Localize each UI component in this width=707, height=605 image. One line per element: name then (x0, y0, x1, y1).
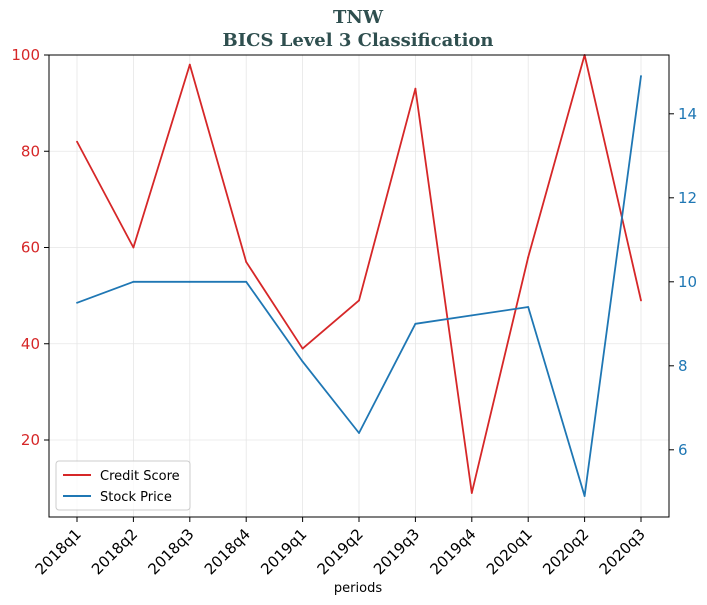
left-y-axis: 20 40 60 80 100 (11, 46, 49, 449)
x-tick-label: 2019q3 (370, 525, 423, 578)
right-tick-label: 8 (678, 357, 688, 375)
data-point-credit-score (76, 140, 78, 143)
data-point-stock-price (132, 280, 135, 283)
grid-lines (49, 54, 669, 517)
left-tick-label: 100 (11, 46, 40, 64)
right-tick-label: 10 (678, 273, 697, 291)
left-tick-label: 20 (21, 431, 40, 449)
x-tick-label: 2018q2 (88, 525, 141, 578)
data-point-credit-score (301, 347, 304, 350)
data-point-stock-price (527, 306, 530, 308)
data-point-credit-score (414, 87, 417, 90)
x-tick-label: 2020q1 (483, 525, 536, 578)
data-point-stock-price (245, 280, 248, 283)
data-point-stock-price (76, 301, 78, 304)
x-tick-label: 2020q3 (596, 525, 649, 578)
x-tick-label: 2019q1 (257, 525, 310, 578)
legend: Credit Score Stock Price (55, 460, 191, 511)
x-tick-label: 2019q4 (426, 525, 479, 578)
right-tick-label: 12 (678, 189, 697, 207)
data-point-stock-price (358, 432, 360, 434)
data-point-stock-price (583, 495, 586, 497)
right-tick-label: 14 (678, 105, 697, 123)
right-y-axis: 6 8 10 12 14 (669, 105, 697, 459)
legend-label-stock-price: Stock Price (100, 490, 172, 505)
data-point-stock-price (301, 360, 304, 363)
data-point-credit-score (358, 299, 360, 302)
data-point-stock-price (188, 280, 191, 283)
x-axis-label: periods (334, 581, 382, 596)
x-tick-label: 2019q2 (314, 525, 367, 578)
data-point-stock-price (414, 322, 417, 325)
series-lines (76, 54, 642, 497)
x-tick-label: 2018q1 (32, 525, 85, 578)
x-tick-label: 2020q2 (539, 525, 592, 578)
chart-title: TNW (333, 7, 384, 28)
right-tick-label: 6 (678, 441, 688, 459)
x-tick-label: 2018q4 (201, 525, 254, 578)
data-point-credit-score (527, 256, 530, 259)
chart-subtitle: BICS Level 3 Classification (222, 30, 493, 51)
data-point-stock-price (470, 314, 473, 317)
data-point-credit-score (132, 246, 135, 249)
left-tick-label: 80 (21, 142, 40, 160)
x-tick-label: 2018q3 (144, 525, 197, 578)
data-point-credit-score (245, 261, 248, 263)
data-point-credit-score (188, 63, 191, 66)
left-tick-label: 40 (21, 335, 40, 353)
legend-box (55, 460, 191, 511)
x-axis: 2018q1 2018q2 2018q3 2018q4 2019q1 2019q2 2019… (32, 517, 649, 578)
legend-label-credit-score: Credit Score (100, 469, 180, 484)
data-point-credit-score (640, 299, 642, 302)
data-point-credit-score (470, 492, 473, 494)
data-point-stock-price (640, 75, 642, 77)
left-tick-label: 60 (21, 239, 40, 257)
